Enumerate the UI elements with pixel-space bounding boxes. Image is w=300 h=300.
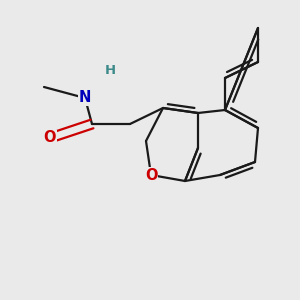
Text: O: O	[44, 130, 56, 146]
Text: H: H	[104, 64, 116, 77]
Text: O: O	[145, 167, 157, 182]
Text: N: N	[79, 91, 91, 106]
